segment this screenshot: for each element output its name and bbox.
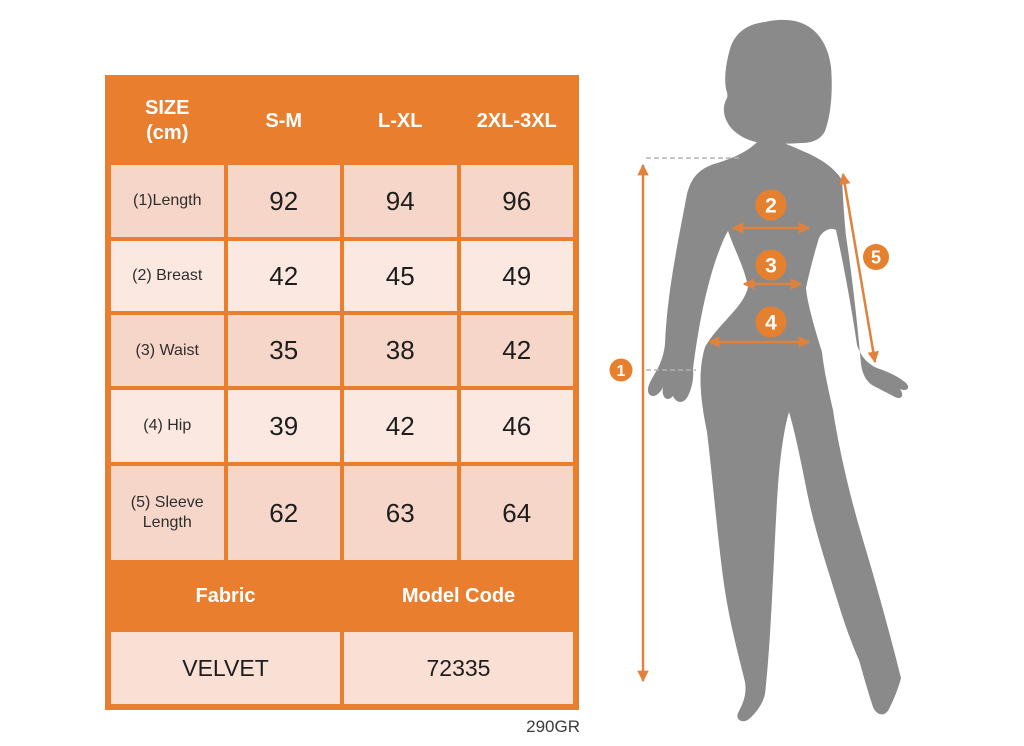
length-2xl3xl: 96: [460, 165, 573, 237]
marker-number-1: 1: [617, 363, 626, 380]
waist-2xl3xl: 42: [460, 315, 573, 386]
fabric-header: Fabric: [195, 584, 256, 607]
breast-sm: 42: [227, 241, 340, 311]
fabric-value: VELVET: [111, 632, 340, 704]
hip-sm: 39: [227, 390, 340, 462]
column-header-lxl: L-XL: [378, 109, 423, 132]
marker-number-2: 2: [765, 195, 777, 218]
marker-number-4: 4: [765, 312, 777, 335]
row-label-breast: (2) Breast: [111, 241, 224, 311]
weight-note: 290GR: [526, 717, 580, 736]
length-sm: 92: [227, 165, 340, 237]
size-table: SIZE (cm) S-M L-XL 2XL-3XL (1)Length 92 …: [105, 75, 579, 710]
sleeve-2xl3xl: 64: [460, 466, 573, 560]
sleeve-lxl: 63: [344, 466, 457, 560]
marker-number-5: 5: [871, 248, 881, 268]
model-code-value: 72335: [344, 632, 573, 704]
marker-circle-4: [755, 306, 787, 338]
woman-silhouette: [647, 19, 909, 722]
row-label-hip: (4) Hip: [111, 390, 224, 462]
waist-sm: 35: [227, 315, 340, 386]
breast-2xl3xl: 49: [460, 241, 573, 311]
row-label-waist: (3) Waist: [111, 315, 224, 386]
row-label-length: (1)Length: [111, 165, 224, 237]
breast-lxl: 45: [344, 241, 457, 311]
length-lxl: 94: [344, 165, 457, 237]
column-header-2xl3xl: 2XL-3XL: [476, 109, 557, 132]
measure-line-sleeve: [839, 172, 879, 364]
waist-lxl: 38: [344, 315, 457, 386]
hip-2xl3xl: 46: [460, 390, 573, 462]
sleeve-sm: 62: [227, 466, 340, 560]
row-label-sleeve-length: (5) Sleeve Length: [111, 466, 224, 560]
column-header-sm: S-M: [265, 109, 303, 132]
model-code-header: Model Code: [401, 584, 516, 607]
measurement-figure: 1 2 3 4 5: [609, 19, 909, 722]
marker-circle-3: [755, 249, 787, 281]
marker-circle-2: [755, 189, 787, 221]
marker-circle-5: [863, 244, 889, 270]
size-unit-header: SIZE (cm): [145, 97, 190, 144]
marker-circle-1: [609, 358, 633, 382]
hip-lxl: 42: [344, 390, 457, 462]
marker-number-3: 3: [765, 255, 777, 278]
